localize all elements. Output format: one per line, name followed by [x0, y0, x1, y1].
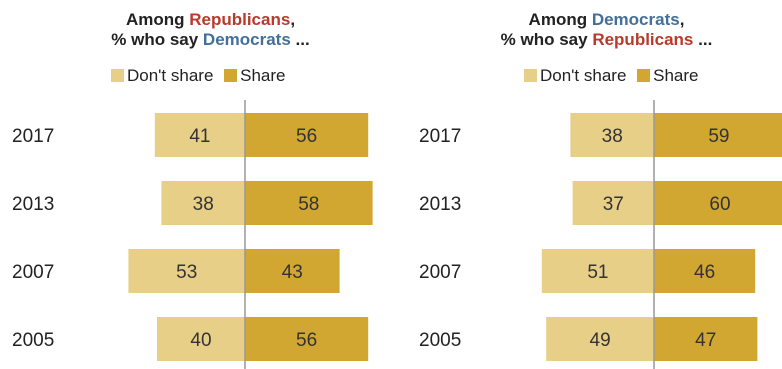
- bar-share: [245, 317, 369, 361]
- bar-dont-share: [128, 249, 245, 293]
- legend-item-dont-share: Don't share: [524, 66, 626, 86]
- bar-dont-share: [161, 181, 245, 225]
- year-label: 2017: [419, 126, 461, 147]
- subtitle-line: % who say Republicans ...: [431, 30, 782, 50]
- bar-share: [245, 249, 340, 293]
- bar-share: [245, 113, 369, 157]
- value-label-share: 60: [709, 194, 730, 215]
- title-text: Among: [528, 10, 592, 29]
- legend-item-share: Share: [637, 66, 699, 86]
- value-label-dont-share: 41: [189, 126, 210, 147]
- year-label: 2007: [419, 262, 461, 283]
- title-party: Democrats: [591, 10, 680, 29]
- value-label-share: 58: [298, 194, 319, 215]
- legend-swatch-share: [224, 69, 238, 82]
- bar-share: [654, 249, 756, 293]
- year-label: 2013: [12, 194, 54, 215]
- legend-label-share: Share: [653, 66, 699, 85]
- subtitle-line: % who say Democrats ...: [30, 30, 391, 50]
- chart-republicans: Among Republicans, % who say Democrats .…: [12, 10, 391, 369]
- legend-item-share: Share: [224, 66, 286, 86]
- value-label-share: 47: [695, 330, 716, 351]
- legend-label-dont-share: Don't share: [540, 66, 627, 85]
- title-line: Among Republicans,: [30, 10, 391, 30]
- value-label-dont-share: 38: [602, 126, 623, 147]
- title-text: Among: [125, 10, 190, 29]
- bar-share: [654, 317, 758, 361]
- chart-title: Among Republicans, % who say Democrats .…: [30, 10, 391, 50]
- legend-label-dont-share: Don't share: [127, 66, 214, 85]
- chart-democrats: Among Democrats, % who say Republicans .…: [391, 0, 782, 369]
- bar-dont-share: [154, 113, 245, 157]
- year-label: 2017: [12, 126, 54, 147]
- chart-title: Among Democrats, % who say Republicans .…: [431, 10, 782, 50]
- value-label-dont-share: 49: [590, 330, 611, 351]
- year-label: 2005: [419, 330, 461, 351]
- legend-swatch-share: [637, 69, 651, 82]
- subtitle-text: % who say: [500, 30, 593, 49]
- legend: Don't share Share: [111, 66, 292, 86]
- year-label: 2007: [12, 262, 54, 283]
- value-label-share: 56: [296, 330, 317, 351]
- value-label-share: 56: [296, 126, 317, 147]
- bar-chart-svg: 41 56 2017 38 58 2013 53 43 2007 40 56 2005: [12, 100, 373, 369]
- legend-swatch-dont-share: [524, 69, 537, 82]
- bar-share: [654, 181, 782, 225]
- subtitle-party: Democrats: [202, 30, 291, 49]
- title-line: Among Democrats,: [431, 10, 782, 30]
- title-party: Republicans: [189, 10, 291, 29]
- subtitle-ellipsis: ...: [290, 30, 310, 49]
- legend-swatch-dont-share: [111, 69, 124, 82]
- bar-share: [245, 181, 373, 225]
- value-label-share: 59: [708, 126, 729, 147]
- title-comma: ,: [290, 10, 296, 29]
- value-label-dont-share: 53: [176, 262, 197, 283]
- bar-dont-share: [157, 317, 245, 361]
- subtitle-ellipsis: ...: [693, 30, 713, 49]
- bar-share: [654, 113, 782, 157]
- subtitle-party: Republicans: [592, 30, 694, 49]
- bar-dont-share: [546, 317, 654, 361]
- value-label-dont-share: 51: [587, 262, 608, 283]
- value-label-dont-share: 40: [190, 330, 211, 351]
- year-label: 2005: [12, 330, 54, 351]
- subtitle-text: % who say: [111, 30, 203, 49]
- legend: Don't share Share: [524, 66, 705, 86]
- legend-label-share: Share: [240, 66, 286, 85]
- value-label-dont-share: 37: [603, 194, 624, 215]
- bar-dont-share: [570, 113, 654, 157]
- year-label: 2013: [419, 194, 461, 215]
- bar-chart-svg: 38 59 2017 37 60 2013 51 46 2007 49 47 2005: [419, 100, 782, 369]
- bar-dont-share: [541, 249, 654, 293]
- legend-item-dont-share: Don't share: [111, 66, 213, 86]
- value-label-share: 46: [694, 262, 715, 283]
- bar-dont-share: [572, 181, 654, 225]
- value-label-share: 43: [282, 262, 303, 283]
- value-label-dont-share: 38: [193, 194, 214, 215]
- title-comma: ,: [679, 10, 685, 29]
